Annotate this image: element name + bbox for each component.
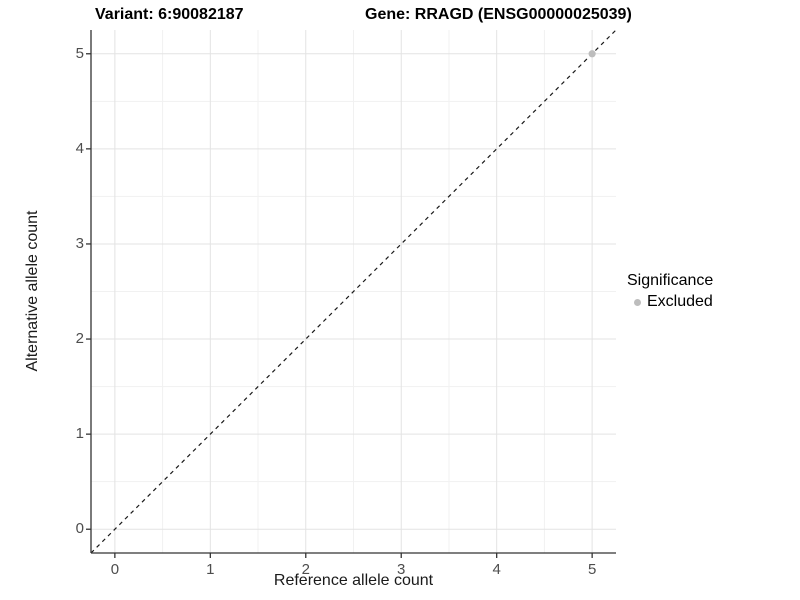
excluded-point-icon bbox=[634, 298, 641, 306]
x-tick-label: 0 bbox=[110, 561, 120, 578]
x-tick-label: 4 bbox=[492, 561, 501, 578]
y-tick-label: 4 bbox=[75, 139, 84, 157]
y-tick-label: 5 bbox=[75, 44, 84, 62]
y-tick-label: 3 bbox=[75, 234, 84, 252]
legend-entry-excluded: Excluded bbox=[627, 293, 713, 311]
x-tick-label: 2 bbox=[301, 561, 310, 578]
legend-title: Significance bbox=[627, 272, 714, 289]
x-tick-label: 1 bbox=[206, 561, 215, 578]
y-tick-label: 0 bbox=[75, 520, 84, 538]
y-axis-title: Alternative allele count bbox=[24, 210, 41, 372]
plot-title-gene: Gene: RRAGD (ENSG00000025039) bbox=[365, 6, 632, 23]
data-point-excluded bbox=[588, 50, 596, 58]
y-tick-label: 2 bbox=[75, 330, 84, 348]
x-axis-title: Reference allele count bbox=[273, 572, 434, 589]
y-tick-label: 1 bbox=[75, 425, 84, 443]
legend-entry-label: Excluded bbox=[647, 293, 713, 310]
x-tick-label: 3 bbox=[397, 561, 406, 578]
plot-title-variant: Variant: 6:90082187 bbox=[95, 6, 244, 23]
legend: Significance Excluded bbox=[627, 271, 713, 311]
x-tick-label: 5 bbox=[587, 561, 597, 578]
identity-line bbox=[90, 29, 617, 554]
